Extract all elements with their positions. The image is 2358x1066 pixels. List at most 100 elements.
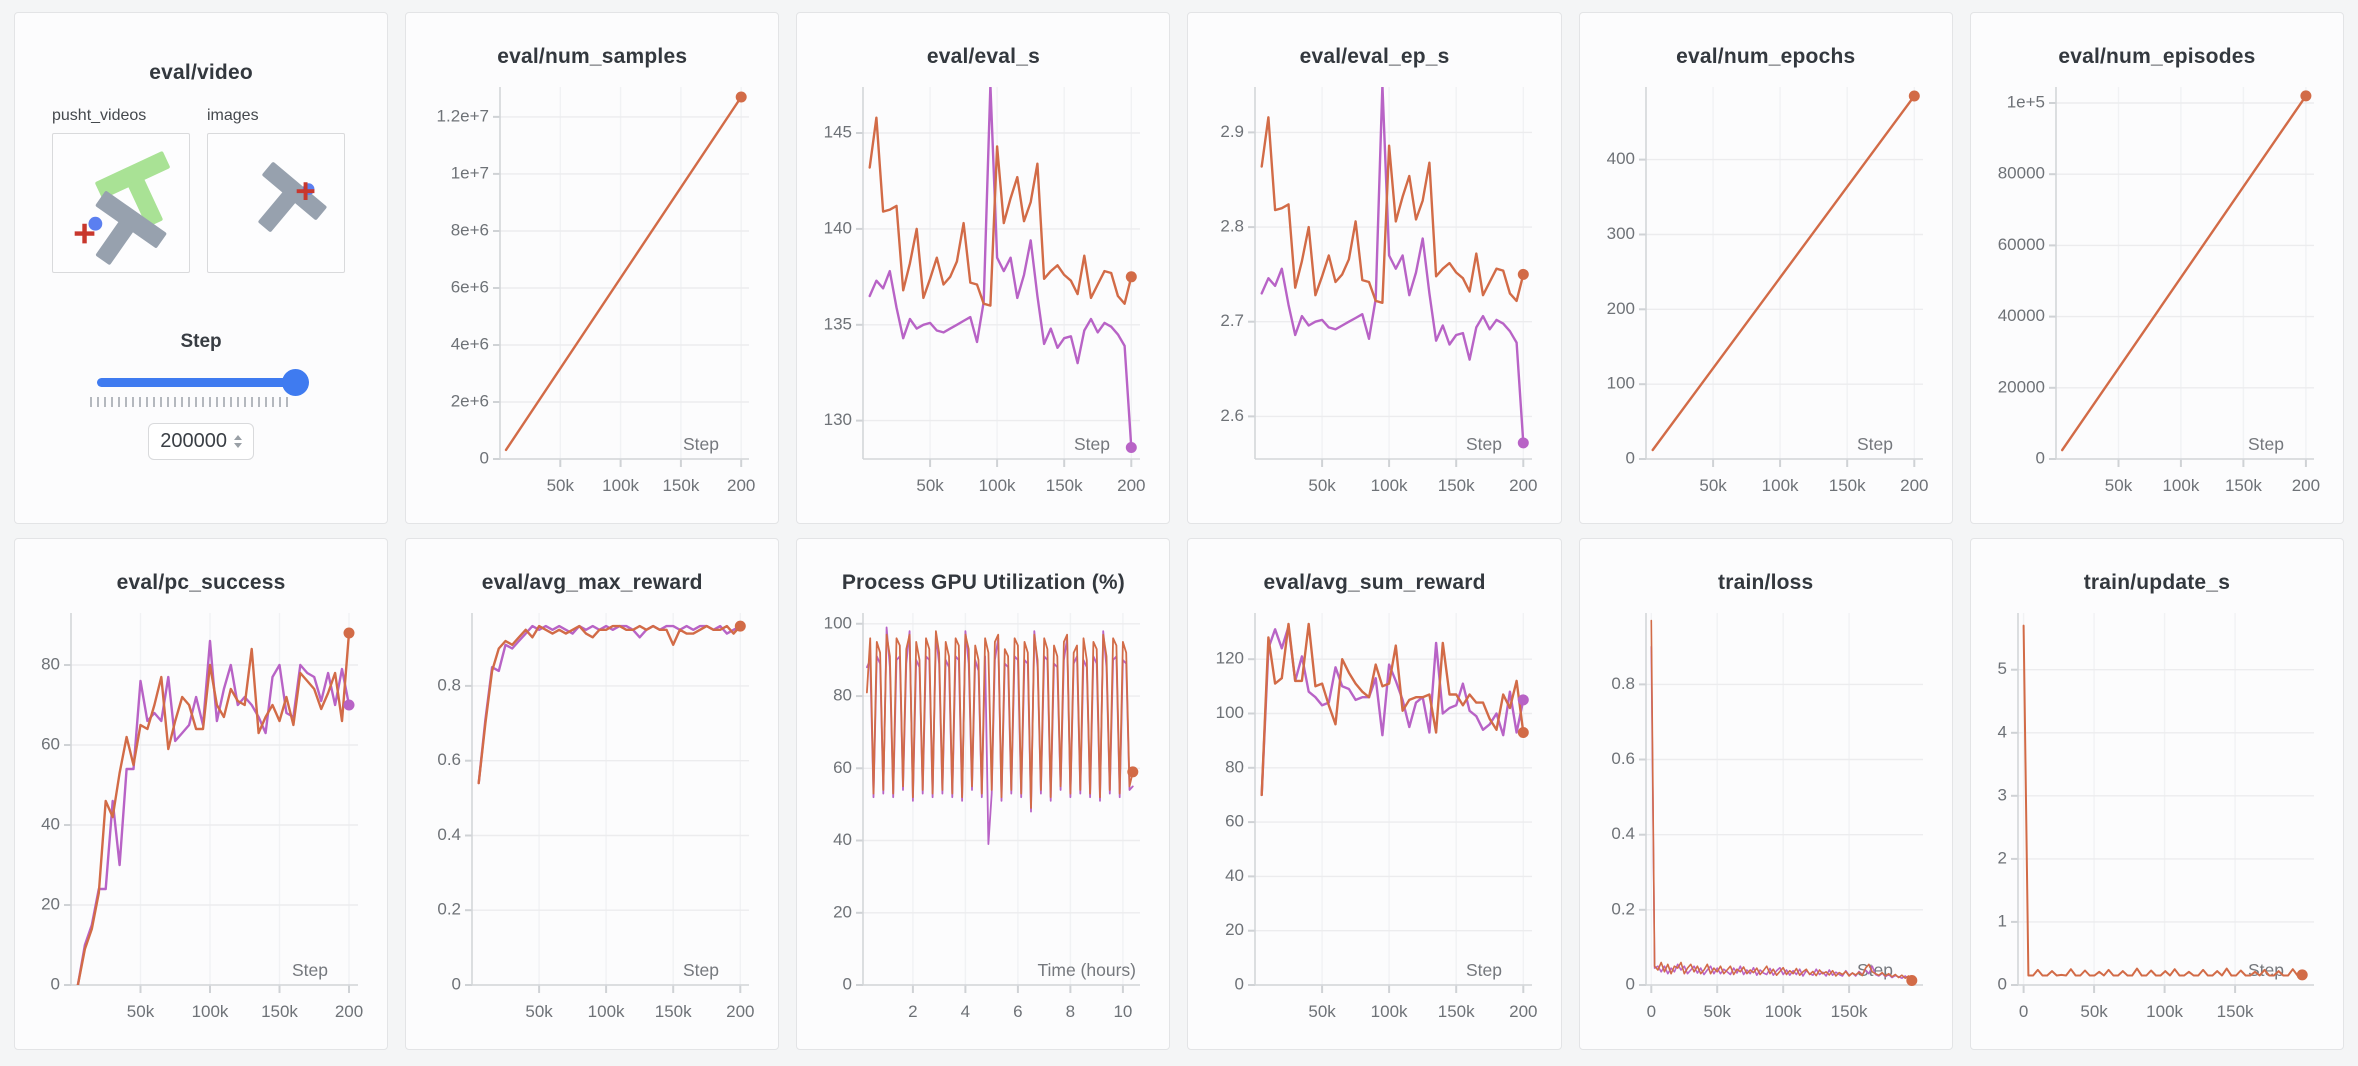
svg-text:120: 120 bbox=[1215, 649, 1243, 668]
svg-text:0: 0 bbox=[1646, 1002, 1655, 1021]
svg-text:150k: 150k bbox=[663, 476, 700, 495]
chart-title: train/update_s bbox=[2083, 571, 2231, 594]
svg-text:80000: 80000 bbox=[1998, 164, 2045, 183]
step-slider-label: Step bbox=[180, 331, 222, 352]
chart-canvas-train-update-s[interactable]: 0 50k 100k 150k 0 1 2 3 4 5 Step bbox=[1982, 601, 2332, 1043]
svg-text:20: 20 bbox=[1225, 920, 1244, 939]
chart-panel-pc-success[interactable]: eval/pc_success 50k 100k 150k 200 0 20 40 60 80 S… bbox=[14, 538, 389, 1050]
svg-text:40: 40 bbox=[833, 830, 852, 849]
svg-text:150k: 150k bbox=[1828, 476, 1865, 495]
chart-panel-eval-ep-s[interactable]: eval/eval_ep_s 50k 100k 150k 200 2.6 2.7 2.8 2.… bbox=[1187, 12, 1562, 524]
images-thumbnail[interactable] bbox=[207, 133, 345, 273]
stepper-arrows[interactable] bbox=[233, 435, 242, 448]
thumbnails-row bbox=[52, 133, 387, 273]
step-slider[interactable] bbox=[97, 369, 310, 396]
chart-panel-num-episodes[interactable]: eval/num_episodes 50k 100k 150k 200 0 20000 40… bbox=[1969, 12, 2344, 524]
goal-cross-icon bbox=[296, 182, 315, 201]
chart-panel-eval-s[interactable]: eval/eval_s 50k 100k 150k 200 130 135 140 145 St… bbox=[796, 12, 1171, 524]
svg-text:50k: 50k bbox=[127, 1002, 155, 1021]
svg-text:Step: Step bbox=[2248, 960, 2284, 980]
svg-text:0: 0 bbox=[452, 974, 461, 993]
slider-track[interactable] bbox=[97, 378, 306, 387]
svg-text:200: 200 bbox=[726, 1002, 754, 1021]
svg-text:0.6: 0.6 bbox=[438, 750, 462, 769]
chart-canvas-train-loss[interactable]: 0 50k 100k 150k 0 0.2 0.4 0.6 0.8 Step bbox=[1591, 601, 1941, 1043]
svg-text:Time (hours): Time (hours) bbox=[1038, 960, 1137, 980]
svg-text:100k: 100k bbox=[588, 1002, 625, 1021]
svg-text:135: 135 bbox=[824, 314, 852, 333]
svg-text:6: 6 bbox=[1014, 1002, 1023, 1021]
green-tee-icon bbox=[95, 151, 170, 227]
thumbnail-label-images: images bbox=[207, 107, 259, 124]
svg-text:150k: 150k bbox=[261, 1002, 298, 1021]
svg-text:200: 200 bbox=[1509, 1002, 1537, 1021]
svg-text:100k: 100k bbox=[192, 1002, 229, 1021]
chart-panel-gpu-utilization[interactable]: Process GPU Utilization (%) 2 4 6 8 10 0 20 40 6… bbox=[796, 538, 1171, 1050]
svg-text:100k: 100k bbox=[979, 476, 1016, 495]
svg-text:300: 300 bbox=[1606, 224, 1634, 243]
svg-text:80: 80 bbox=[41, 654, 60, 673]
svg-text:10: 10 bbox=[1114, 1002, 1133, 1021]
svg-text:60000: 60000 bbox=[1998, 235, 2045, 254]
chart-panel-train-update-s[interactable]: train/update_s 0 50k 100k 150k 0 1 2 3 4 5 Step bbox=[1969, 538, 2344, 1050]
svg-text:60: 60 bbox=[1225, 812, 1244, 831]
svg-text:0.6: 0.6 bbox=[1611, 749, 1635, 768]
svg-text:200: 200 bbox=[727, 476, 755, 495]
svg-text:150k: 150k bbox=[655, 1002, 692, 1021]
svg-text:40: 40 bbox=[1225, 866, 1244, 885]
chart-canvas-num-epochs[interactable]: 50k 100k 150k 200 0 100 200 300 400 Step bbox=[1591, 75, 1941, 517]
svg-text:100k: 100k bbox=[2162, 476, 2199, 495]
step-down-icon[interactable] bbox=[233, 443, 242, 448]
svg-text:20: 20 bbox=[833, 902, 852, 921]
svg-text:40000: 40000 bbox=[1998, 306, 2045, 325]
svg-text:130: 130 bbox=[824, 410, 852, 429]
step-value[interactable]: 200000 bbox=[160, 430, 227, 452]
svg-text:0: 0 bbox=[1625, 448, 1634, 467]
svg-text:8e+6: 8e+6 bbox=[451, 220, 489, 239]
svg-text:8: 8 bbox=[1066, 1002, 1075, 1021]
thumbnail-labels: pusht_videos images bbox=[52, 107, 387, 125]
svg-text:0.8: 0.8 bbox=[438, 675, 462, 694]
svg-text:2: 2 bbox=[1997, 848, 2006, 867]
svg-text:145: 145 bbox=[824, 122, 852, 141]
svg-text:1: 1 bbox=[1997, 911, 2006, 930]
svg-text:100: 100 bbox=[1606, 374, 1634, 393]
svg-text:40: 40 bbox=[41, 814, 60, 833]
chart-panel-avg-sum-reward[interactable]: eval/avg_sum_reward 50k 100k 150k 200 0 20 40 6… bbox=[1187, 538, 1562, 1050]
chart-panel-train-loss[interactable]: train/loss 0 50k 100k 150k 0 0.2 0.4 0.6 0.8 Step bbox=[1578, 538, 1953, 1050]
svg-text:1.2e+7: 1.2e+7 bbox=[437, 106, 489, 125]
eval-video-panel[interactable]: eval/video pusht_videos images bbox=[14, 12, 389, 524]
chart-canvas-num-samples[interactable]: 50k 100k 150k 200 0 2e+6 4e+6 6e+6 8e+6 1e+7 1.2e+… bbox=[417, 75, 767, 517]
svg-text:Step: Step bbox=[683, 960, 719, 980]
svg-text:Step: Step bbox=[1466, 960, 1502, 980]
svg-text:100k: 100k bbox=[1764, 1002, 1801, 1021]
pusht-video-thumbnail[interactable] bbox=[52, 133, 190, 273]
svg-text:2e+6: 2e+6 bbox=[451, 391, 489, 410]
chart-canvas-eval-ep-s[interactable]: 50k 100k 150k 200 2.6 2.7 2.8 2.9 Step bbox=[1200, 75, 1550, 517]
svg-text:20: 20 bbox=[41, 894, 60, 913]
svg-text:50k: 50k bbox=[1699, 476, 1727, 495]
chart-panel-num-epochs[interactable]: eval/num_epochs 50k 100k 150k 200 0 100 200 300… bbox=[1578, 12, 1953, 524]
svg-text:200: 200 bbox=[1509, 476, 1537, 495]
step-up-icon[interactable] bbox=[233, 435, 242, 440]
slider-thumb[interactable] bbox=[282, 369, 310, 396]
svg-text:5: 5 bbox=[1997, 659, 2006, 678]
svg-text:0: 0 bbox=[1997, 974, 2006, 993]
step-value-input[interactable]: 200000 bbox=[148, 423, 255, 460]
svg-text:1e+5: 1e+5 bbox=[2007, 92, 2045, 111]
chart-canvas-avg-sum-reward[interactable]: 50k 100k 150k 200 0 20 40 60 80 100 120 Step bbox=[1200, 601, 1550, 1043]
chart-title: eval/eval_ep_s bbox=[1299, 45, 1450, 68]
svg-text:0.8: 0.8 bbox=[1611, 674, 1635, 693]
svg-text:Step: Step bbox=[1857, 960, 1893, 980]
chart-canvas-num-episodes[interactable]: 50k 100k 150k 200 0 20000 40000 60000 80000 1e+5 S… bbox=[1982, 75, 2332, 517]
chart-title: eval/num_epochs bbox=[1676, 45, 1856, 68]
chart-title: eval/num_samples bbox=[497, 45, 688, 68]
chart-panel-num-samples[interactable]: eval/num_samples 50k 100k 150k 200 0 2e+6 4e+6… bbox=[405, 12, 780, 524]
gray-tee-icon bbox=[258, 162, 327, 232]
chart-panel-avg-max-reward[interactable]: eval/avg_max_reward 50k 100k 150k 200 0 0.2 0.… bbox=[405, 538, 780, 1050]
chart-canvas-eval-s[interactable]: 50k 100k 150k 200 130 135 140 145 Step bbox=[808, 75, 1158, 517]
chart-canvas-avg-max-reward[interactable]: 50k 100k 150k 200 0 0.2 0.4 0.6 0.8 Step bbox=[417, 601, 767, 1043]
chart-canvas-pc-success[interactable]: 50k 100k 150k 200 0 20 40 60 80 Step bbox=[26, 601, 376, 1043]
svg-text:Step: Step bbox=[292, 960, 328, 980]
